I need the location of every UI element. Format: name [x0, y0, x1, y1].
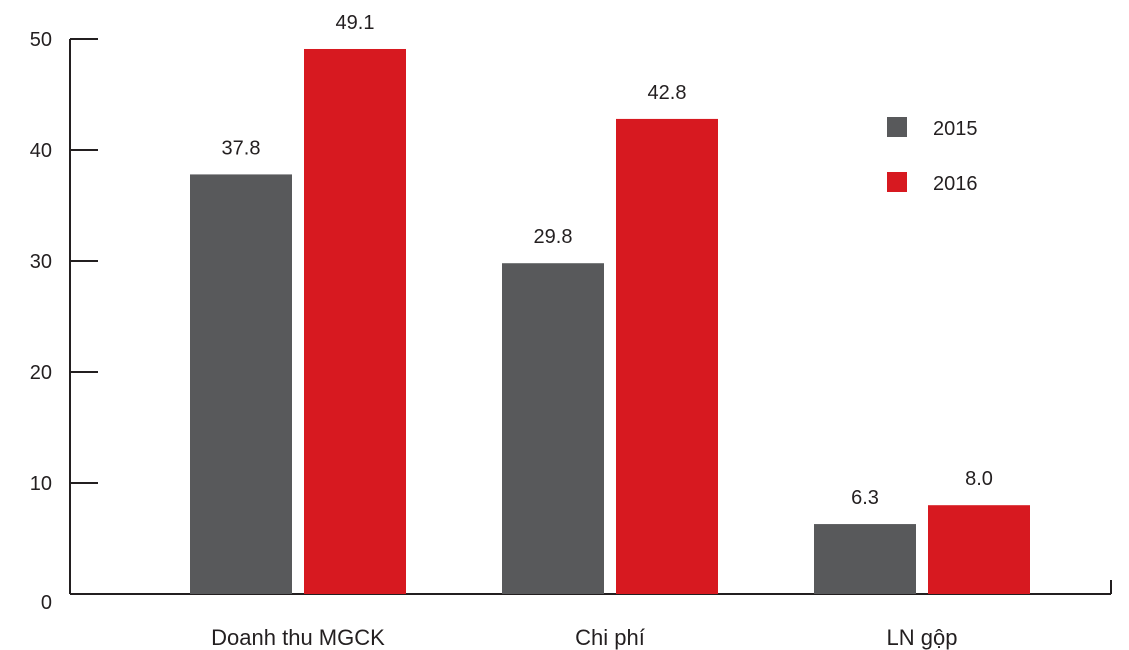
y-tick-label: 10 [30, 473, 52, 495]
y-tick-label: 20 [30, 362, 52, 384]
y-tick-label: 40 [30, 140, 52, 162]
data-label: 37.8 [222, 137, 261, 159]
y-axis-ticks: 0 10 20 30 40 50 [30, 29, 98, 614]
legend-label: 2016 [933, 173, 978, 195]
bar-2016 [304, 48, 406, 595]
legend-swatch [887, 117, 907, 137]
data-label: 6.3 [851, 487, 879, 509]
bar-2015 [502, 263, 604, 594]
y-tick-label: 50 [30, 29, 52, 51]
legend-label: 2015 [933, 118, 978, 140]
bar-2016 [616, 118, 718, 595]
legend-swatch [887, 172, 907, 192]
y-tick-label: 0 [41, 592, 52, 614]
category-label: LN gộp [887, 625, 958, 650]
legend: 2015 2016 [887, 117, 978, 195]
bar-2016 [928, 505, 1030, 594]
data-label: 42.8 [648, 82, 687, 104]
category-labels: Doanh thu MGCK Chi phí LN gộp [211, 625, 957, 650]
data-label: 29.8 [534, 226, 573, 248]
category-label: Chi phí [575, 625, 645, 650]
bars [190, 48, 1030, 595]
data-labels: 37.8 49.1 29.8 42.8 6.3 8.0 [222, 12, 993, 509]
data-label: 49.1 [336, 12, 375, 34]
bar-2015 [190, 174, 292, 595]
y-tick-label: 30 [30, 251, 52, 273]
bar-2015 [814, 524, 916, 594]
data-label: 8.0 [965, 468, 993, 490]
category-label: Doanh thu MGCK [211, 625, 385, 650]
